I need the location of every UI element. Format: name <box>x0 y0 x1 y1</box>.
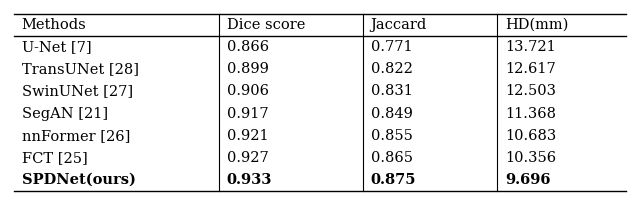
Text: FCT [25]: FCT [25] <box>22 151 88 165</box>
Text: 0.849: 0.849 <box>371 106 412 121</box>
Text: TransUNet [28]: TransUNet [28] <box>22 62 139 76</box>
Text: 0.917: 0.917 <box>227 106 268 121</box>
Text: 12.503: 12.503 <box>505 84 556 99</box>
Text: 12.617: 12.617 <box>505 62 556 76</box>
Text: 0.866: 0.866 <box>227 40 269 54</box>
Text: 0.906: 0.906 <box>227 84 269 99</box>
Text: U-Net [7]: U-Net [7] <box>22 40 92 54</box>
Text: 13.721: 13.721 <box>505 40 556 54</box>
Text: 0.875: 0.875 <box>371 173 416 187</box>
Text: 10.683: 10.683 <box>505 129 556 143</box>
Text: 0.899: 0.899 <box>227 62 269 76</box>
Text: SegAN [21]: SegAN [21] <box>22 106 108 121</box>
Text: Jaccard: Jaccard <box>371 18 427 32</box>
Text: 0.921: 0.921 <box>227 129 268 143</box>
Text: 0.855: 0.855 <box>371 129 412 143</box>
Text: 0.831: 0.831 <box>371 84 412 99</box>
Text: 10.356: 10.356 <box>505 151 556 165</box>
Text: SwinUNet [27]: SwinUNet [27] <box>22 84 133 99</box>
Text: SPDNet(ours): SPDNet(ours) <box>22 173 136 187</box>
Text: nnFormer [26]: nnFormer [26] <box>22 129 130 143</box>
Text: 0.822: 0.822 <box>371 62 412 76</box>
Text: 9.696: 9.696 <box>505 173 550 187</box>
Text: 0.865: 0.865 <box>371 151 413 165</box>
Text: HD(mm): HD(mm) <box>505 18 568 32</box>
Text: 0.933: 0.933 <box>227 173 272 187</box>
Text: Methods: Methods <box>22 18 86 32</box>
Text: 0.771: 0.771 <box>371 40 412 54</box>
Text: 0.927: 0.927 <box>227 151 268 165</box>
Text: 11.368: 11.368 <box>505 106 556 121</box>
Text: Dice score: Dice score <box>227 18 305 32</box>
